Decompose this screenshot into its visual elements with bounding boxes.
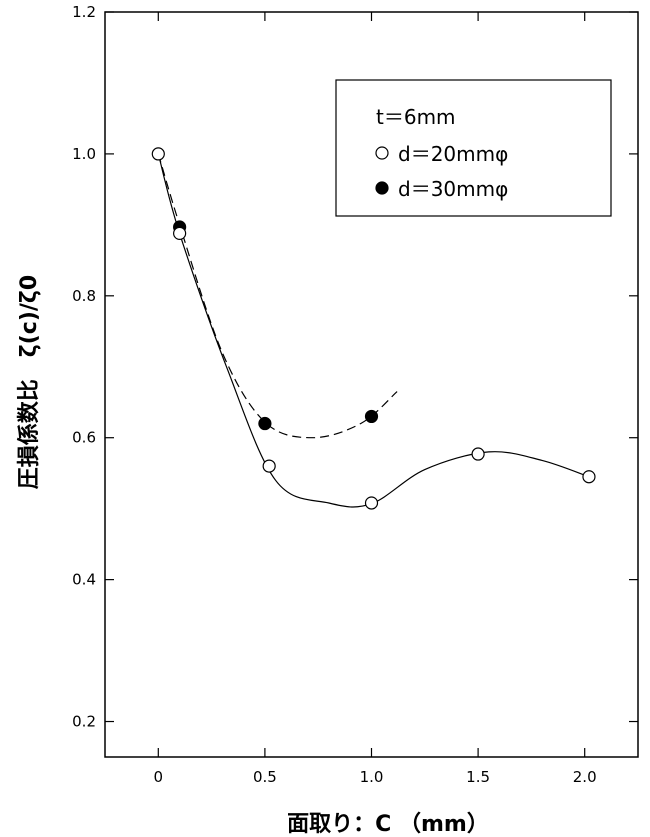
x-tick-label: 0 [154,768,164,786]
legend: t＝6mm d＝20mmφ d＝30mmφ [335,79,612,217]
legend-marker-open-circle [375,146,389,160]
point-d30 [364,409,379,424]
legend-marker-filled-circle [375,181,389,195]
point-d30 [258,416,272,431]
point-d20 [364,496,379,510]
y-tick-label: 0.4 [72,571,96,589]
point-d20 [151,147,165,161]
x-axis-title: 面取り：C （mm） [287,812,489,837]
data-points [151,147,596,510]
x-tick-label: 1.0 [360,768,384,786]
y-axis-ticks: 0.2 0.4 0.6 0.8 1.0 1.2 [72,3,638,731]
legend-label-d30: d＝30mmφ [398,177,508,201]
y-tick-label: 1.2 [72,3,96,21]
y-axis-title: 圧損係数比 ζ(c)/ζ0 [16,275,42,490]
point-d20 [262,459,276,473]
point-d20 [471,447,485,461]
y-tick-label: 0.2 [72,713,96,731]
x-tick-label: 0.5 [253,768,277,786]
x-axis-ticks: 0 0.5 1.0 1.5 2.0 [154,12,597,786]
x-tick-label: 2.0 [573,768,597,786]
point-d20 [582,470,596,484]
point-d20 [173,226,187,240]
legend-label-d20: d＝20mmφ [398,142,508,166]
y-tick-label: 0.8 [72,287,96,305]
y-tick-label: 1.0 [72,145,96,163]
series-d20-curve [157,153,590,508]
y-tick-label: 0.6 [72,429,96,447]
x-tick-label: 1.5 [466,768,490,786]
legend-header: t＝6mm [376,105,456,129]
